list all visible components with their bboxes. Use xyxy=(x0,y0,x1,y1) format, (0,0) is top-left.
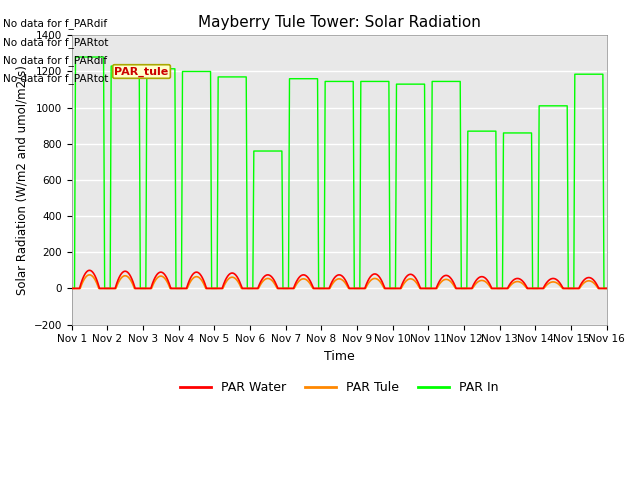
Legend: PAR Water, PAR Tule, PAR In: PAR Water, PAR Tule, PAR In xyxy=(175,376,504,399)
Text: No data for f_PARtot: No data for f_PARtot xyxy=(3,36,109,48)
Y-axis label: Solar Radiation (W/m2 and umol/m2/s): Solar Radiation (W/m2 and umol/m2/s) xyxy=(15,65,28,295)
Text: No data for f_PARdif: No data for f_PARdif xyxy=(3,55,108,66)
Title: Mayberry Tule Tower: Solar Radiation: Mayberry Tule Tower: Solar Radiation xyxy=(198,15,481,30)
Text: No data for f_PARtot: No data for f_PARtot xyxy=(3,73,109,84)
Text: PAR_tule: PAR_tule xyxy=(115,66,169,77)
X-axis label: Time: Time xyxy=(324,350,355,363)
Text: No data for f_PARdif: No data for f_PARdif xyxy=(3,18,108,29)
